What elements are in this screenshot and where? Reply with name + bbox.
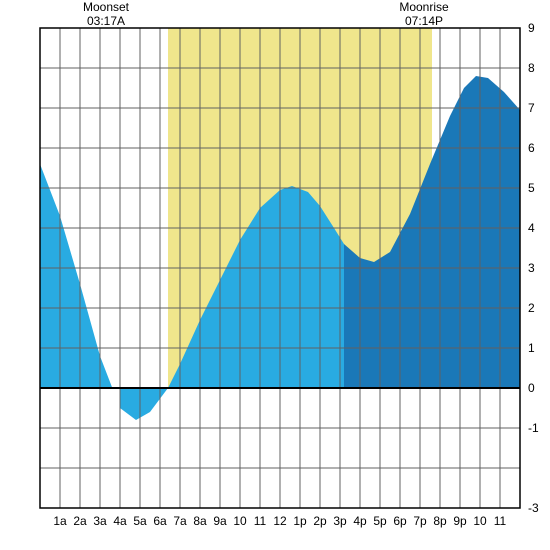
y-tick-label: 5 — [528, 181, 535, 195]
y-tick-label: -3 — [528, 501, 539, 515]
x-tick-label: 10 — [233, 514, 246, 528]
x-tick-label: 11 — [494, 514, 506, 528]
y-tick-label: 8 — [528, 61, 535, 75]
y-tick-label: -1 — [528, 421, 539, 435]
x-tick-label: 2a — [73, 514, 86, 528]
x-tick-label: 1a — [53, 514, 66, 528]
x-tick-label: 5p — [373, 514, 386, 528]
y-tick-label: 9 — [528, 21, 535, 35]
x-tick-label: 4a — [113, 514, 126, 528]
y-tick-label: 1 — [528, 341, 535, 355]
y-tick-label: 4 — [528, 221, 535, 235]
x-tick-label: 5a — [133, 514, 146, 528]
x-tick-label: 7a — [173, 514, 186, 528]
x-tick-label: 1p — [293, 514, 306, 528]
y-tick-label: 0 — [528, 381, 535, 395]
x-tick-label: 9p — [453, 514, 466, 528]
x-tick-label: 8a — [193, 514, 206, 528]
x-tick-label: 2p — [313, 514, 326, 528]
x-tick-label: 6p — [393, 514, 406, 528]
x-tick-label: 8p — [433, 514, 446, 528]
x-tick-label: 3p — [333, 514, 346, 528]
x-tick-label: 10 — [473, 514, 486, 528]
y-tick-label: 6 — [528, 141, 535, 155]
chart-canvas — [0, 0, 550, 550]
x-tick-label: 6a — [153, 514, 166, 528]
x-tick-label: 4p — [353, 514, 366, 528]
y-tick-label: 7 — [528, 101, 535, 115]
x-tick-label: 7p — [413, 514, 426, 528]
tide-chart: Moonset 03:17A Moonrise 07:14P 1a2a3a4a5… — [0, 0, 550, 550]
x-tick-label: 11 — [254, 514, 266, 528]
x-tick-label: 12 — [273, 514, 286, 528]
y-tick-label: 3 — [528, 261, 535, 275]
y-tick-label: 2 — [528, 301, 535, 315]
x-tick-label: 3a — [93, 514, 106, 528]
x-tick-label: 9a — [213, 514, 226, 528]
